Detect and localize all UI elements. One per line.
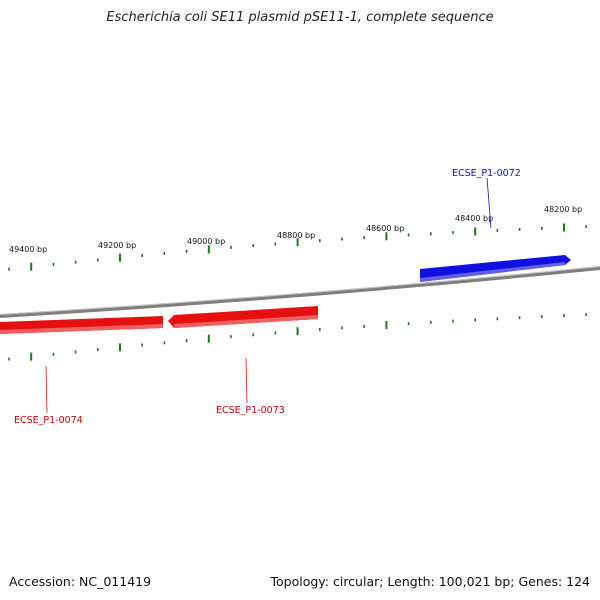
map-title: Escherichia coli SE11 plasmid pSE11-1, c… [106, 10, 494, 25]
scale-label: 49000 bp [187, 237, 225, 246]
accession-text: Accession: NC_011419 [9, 574, 152, 589]
scale-label: 48600 bp [366, 224, 404, 233]
gene-ecse-p1-0074[interactable] [0, 316, 163, 334]
gene-ecse-p1-0073[interactable] [168, 306, 318, 328]
gene-label-0074[interactable]: ECSE_P1-0074 [14, 415, 83, 426]
scale-label: 48400 bp [455, 214, 493, 223]
leader-line [486, 177, 492, 229]
scale-label: 49400 bp [9, 245, 47, 254]
gene-label-0073[interactable]: ECSE_P1-0073 [216, 405, 285, 416]
summary-text: Topology: circular; Length: 100,021 bp; … [270, 574, 591, 589]
leader-line [245, 357, 248, 404]
scale-label: 48200 bp [544, 205, 582, 214]
scale-label: 49200 bp [98, 241, 136, 250]
plasmid-backbone [0, 266, 600, 318]
scale-label: 48800 bp [277, 231, 315, 240]
gene-ecse-p1-0072[interactable] [420, 255, 571, 282]
leader-line [45, 365, 48, 414]
gene-label-0072[interactable]: ECSE_P1-0072 [452, 168, 521, 179]
lower-tick-row [8, 313, 588, 361]
upper-tick-row [8, 223, 588, 271]
